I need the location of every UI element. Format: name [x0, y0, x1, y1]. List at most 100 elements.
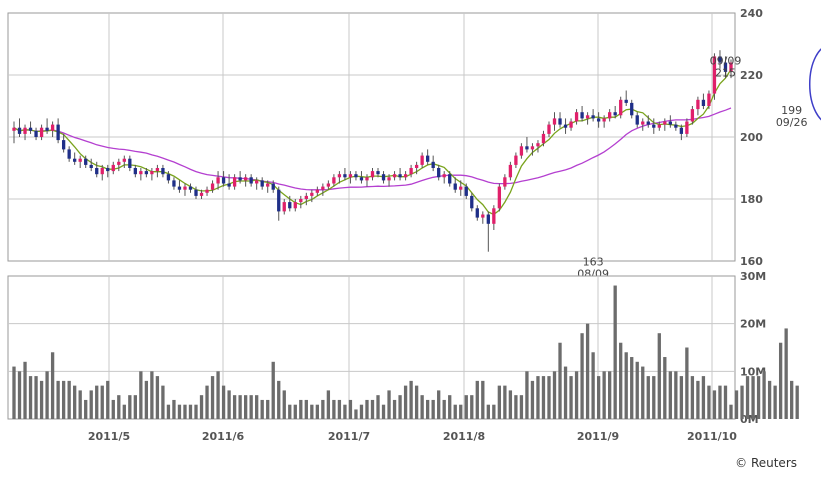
candle-up	[232, 177, 237, 187]
volume-bar	[657, 333, 661, 419]
candle-down	[624, 99, 628, 103]
volume-bar	[12, 366, 16, 419]
volume-bar	[326, 390, 331, 419]
volume-bar	[630, 357, 634, 419]
volume-bar	[243, 395, 248, 419]
volume-bar	[155, 376, 160, 419]
candle-up	[508, 164, 513, 178]
candle-down	[668, 121, 672, 125]
volume-bar	[585, 323, 590, 419]
volume-bar	[28, 376, 33, 419]
candle-up	[205, 189, 209, 193]
candle-up	[310, 192, 314, 196]
volume-bar	[795, 385, 799, 419]
candle-down	[133, 168, 137, 175]
candle-up	[282, 202, 286, 212]
volume-bar	[199, 395, 204, 419]
price-tick-label: 200	[740, 131, 763, 144]
candle-up	[243, 177, 248, 181]
highlight-ellipse	[808, 48, 821, 121]
volume-bar	[398, 395, 402, 419]
volume-bar	[23, 361, 27, 419]
candle-down	[701, 99, 706, 106]
candle-up	[39, 127, 44, 137]
volume-bar	[442, 399, 446, 419]
volume-bar	[139, 371, 143, 419]
candle-down	[359, 177, 364, 181]
volume-bar	[773, 385, 777, 419]
volume-bar	[740, 385, 744, 419]
candle-down	[277, 189, 281, 212]
volume-bar	[608, 371, 612, 419]
volume-bar	[34, 376, 38, 419]
candle-down	[723, 62, 728, 72]
volume-bar	[503, 385, 507, 419]
candle-down	[453, 183, 457, 190]
volume-bar	[619, 342, 623, 419]
candle-down	[84, 158, 88, 165]
volume-bar	[685, 347, 689, 419]
volume-bar	[227, 390, 231, 419]
candle-up	[78, 158, 82, 162]
candle-down	[354, 174, 358, 178]
candle-up	[641, 121, 645, 125]
volume-bar	[530, 380, 535, 419]
volume-bar	[78, 390, 82, 419]
candle-up	[100, 168, 104, 175]
candle-down	[646, 121, 650, 125]
candle-up	[685, 121, 689, 134]
candle-up	[530, 146, 535, 150]
volume-bar	[293, 404, 297, 419]
volume-bar	[89, 390, 93, 419]
candle-up	[304, 195, 308, 199]
candle-up	[299, 199, 303, 203]
volume-bar	[652, 376, 656, 419]
volume-bar	[475, 380, 479, 419]
candle-down	[45, 127, 49, 131]
volume-bar	[437, 390, 441, 419]
candle-up	[414, 164, 419, 168]
candle-down	[437, 168, 441, 178]
volume-bar	[635, 361, 639, 419]
candle-down	[563, 124, 568, 128]
volume-bar	[674, 371, 678, 419]
volume-bar	[100, 385, 104, 419]
candle-up	[619, 99, 623, 116]
candle-up	[199, 192, 204, 196]
candle-down	[464, 186, 468, 196]
volume-bar	[232, 395, 237, 419]
volume-bar	[420, 395, 424, 419]
candle-up	[514, 155, 518, 165]
x-tick-label: 2011/6	[202, 430, 245, 443]
candle-up	[712, 56, 717, 94]
volume-bar	[481, 380, 485, 419]
candle-up	[657, 124, 661, 128]
candle-down	[34, 130, 38, 137]
volume-bar	[448, 395, 452, 419]
volume-bar	[425, 399, 430, 419]
volume-bar	[332, 399, 336, 419]
candle-up	[111, 164, 115, 172]
candle-up	[315, 189, 320, 193]
price-annotation-label: 09/09	[710, 55, 742, 68]
volume-bar	[304, 399, 308, 419]
volume-bar	[508, 390, 513, 419]
volume-bar	[150, 371, 154, 419]
candle-down	[343, 174, 347, 178]
candle-down	[613, 112, 617, 116]
volume-bar	[381, 404, 386, 419]
candle-up	[574, 112, 579, 122]
volume-bar	[299, 399, 303, 419]
candle-up	[569, 121, 573, 128]
candle-up	[255, 180, 259, 184]
candle-up	[503, 177, 507, 187]
candle-up	[409, 168, 413, 175]
volume-bar	[337, 399, 342, 419]
x-tick-label: 2011/9	[577, 430, 619, 443]
candle-down	[679, 127, 684, 134]
candle-up	[519, 146, 524, 156]
price-annotation-label: 199	[781, 104, 802, 117]
candle-down	[106, 168, 110, 172]
candle-down	[221, 177, 226, 184]
volume-bar	[288, 404, 292, 419]
